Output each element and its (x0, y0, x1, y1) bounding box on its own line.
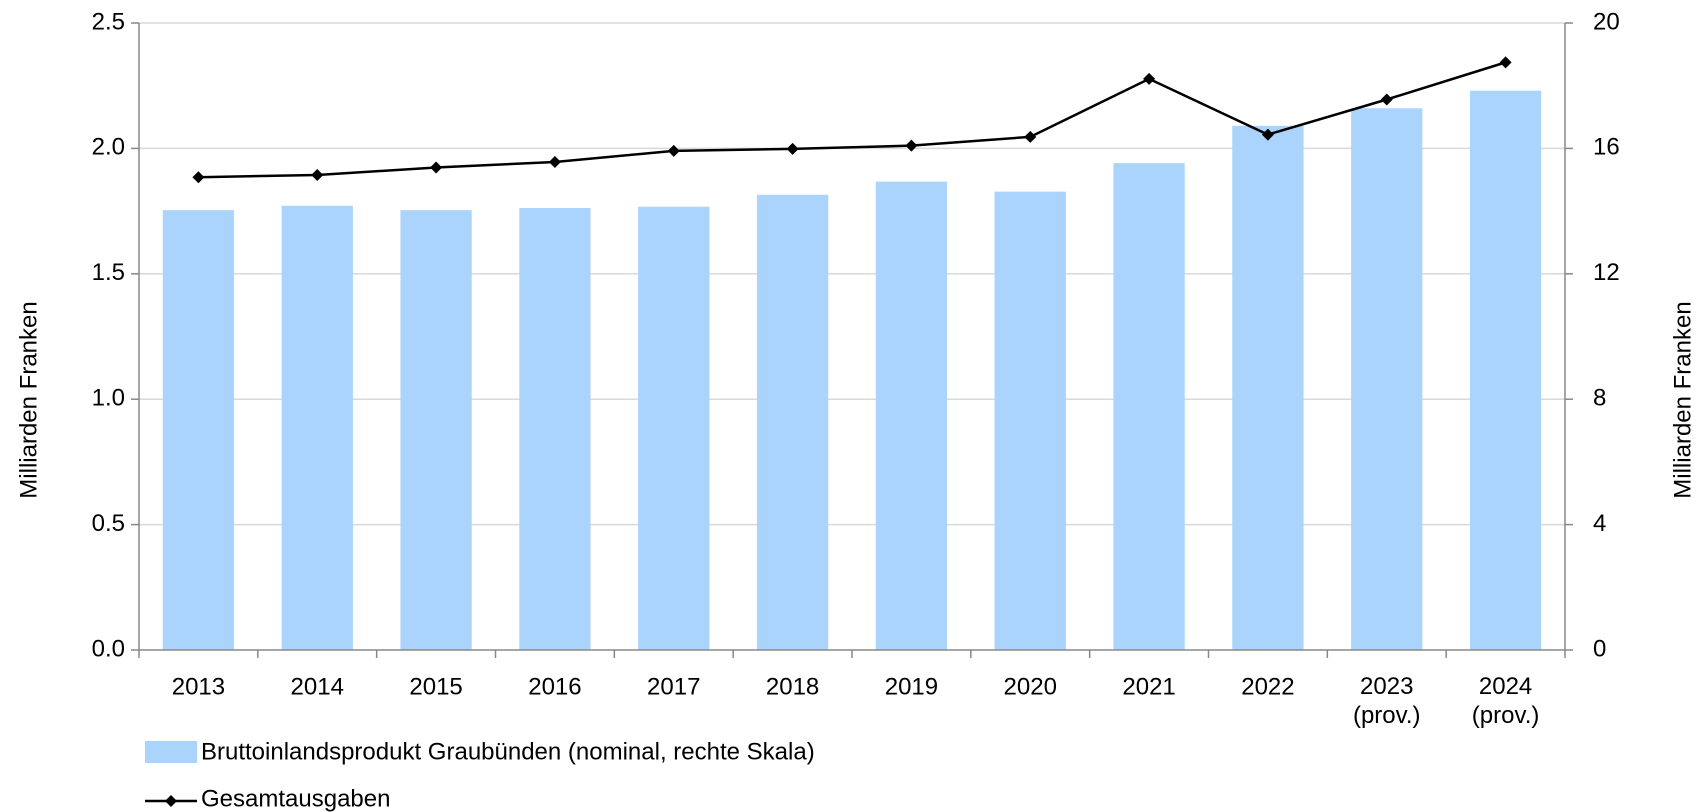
x-tick-label: 2017 (647, 673, 700, 700)
line (198, 61, 1506, 179)
line-marker (1024, 130, 1037, 143)
y2-tick-label: 8 (1593, 385, 1606, 412)
line-marker (667, 144, 680, 157)
line-marker (192, 171, 205, 184)
x-tick-label: 2018 (766, 673, 819, 700)
bar (994, 191, 1066, 650)
bar (638, 206, 710, 650)
y2-axis-label: Milliarden Franken (1669, 301, 1696, 498)
x-tick-label: 2022 (1241, 673, 1294, 700)
y-tick-label: 1.5 (92, 259, 125, 286)
y2-tick-label: 0 (1593, 635, 1606, 662)
line-marker (1143, 72, 1156, 85)
bar (1113, 163, 1185, 650)
bar (1232, 125, 1304, 650)
y2-tick-label: 4 (1593, 510, 1606, 537)
x-tick-label: 2024 (prov.) (1472, 673, 1540, 729)
x-tick-label: 2019 (885, 673, 938, 700)
legend-marker (165, 795, 177, 807)
x-tick-label: 2016 (528, 673, 581, 700)
x-tick-label: 2020 (1004, 673, 1057, 700)
legend-label: Gesamtausgaben (201, 785, 390, 812)
bar (162, 210, 235, 651)
line-marker (311, 168, 324, 181)
line-marker (548, 155, 561, 168)
bar (519, 207, 591, 650)
y-tick-label: 2.5 (92, 8, 125, 35)
y2-tick-label: 16 (1593, 134, 1620, 161)
bar (1469, 90, 1542, 650)
x-tick-label: 2013 (172, 673, 225, 700)
bar (756, 194, 829, 650)
y-tick-label: 1.0 (92, 385, 125, 412)
bar (875, 181, 948, 651)
y-tick-label: 0.5 (92, 510, 125, 537)
y-tick-label: 2.0 (92, 134, 125, 161)
bar (1351, 108, 1423, 651)
x-tick-label: 2015 (409, 673, 462, 700)
x-tick-label: 2021 (1122, 673, 1175, 700)
line-marker (786, 142, 799, 155)
y-axis-label: Milliarden Franken (15, 301, 42, 498)
y2-tick-label: 20 (1593, 8, 1620, 35)
legend-label: Bruttoinlandsprodukt Graubünden (nominal… (201, 738, 815, 765)
line-marker (905, 139, 918, 152)
y-tick-label: 0.0 (92, 635, 125, 662)
y2-tick-label: 12 (1593, 259, 1620, 286)
legend-swatch (145, 741, 197, 763)
bar (400, 210, 472, 651)
line-marker (1261, 128, 1274, 141)
x-tick-label: 2014 (291, 673, 344, 700)
x-tick-label: 2023 (prov.) (1353, 673, 1421, 729)
bar (281, 205, 353, 650)
line-marker (430, 161, 443, 174)
line-marker (1380, 93, 1393, 106)
line-marker (1499, 56, 1512, 69)
